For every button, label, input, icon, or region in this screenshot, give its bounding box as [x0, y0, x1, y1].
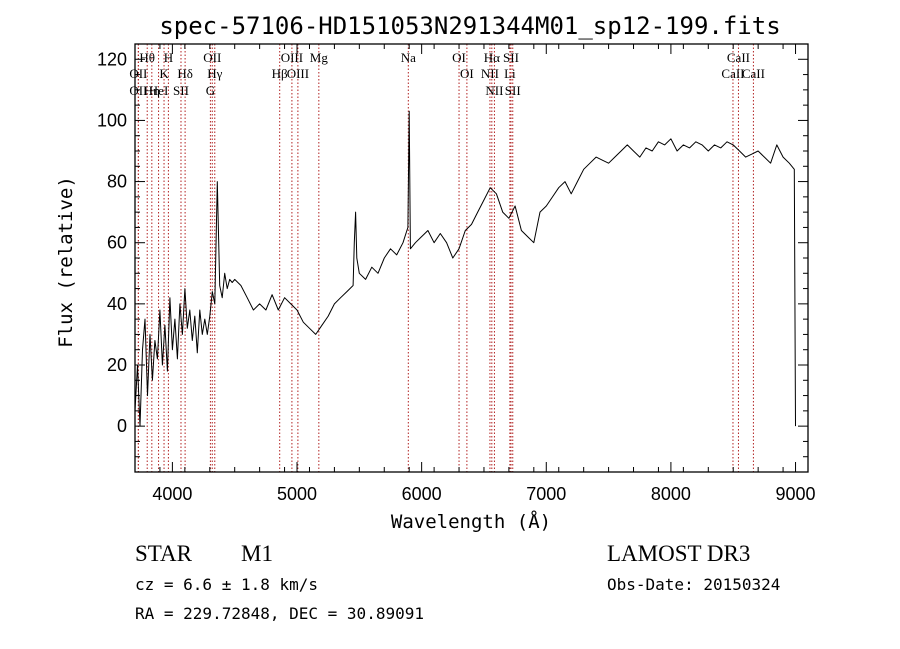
y-tick-label: 100 [97, 110, 127, 130]
line-label: CaII [721, 66, 744, 81]
y-tick-label: 40 [107, 294, 127, 314]
line-label: OI [452, 50, 466, 65]
line-label: HeI [149, 83, 169, 98]
line-label: NII [485, 83, 503, 98]
x-tick-label: 8000 [651, 484, 691, 504]
line-label: Hθ [139, 50, 155, 65]
line-label: OIII [281, 50, 303, 65]
line-label: Hα [484, 50, 500, 65]
velocity-readout: cz = 6.6 ± 1.8 km/s [135, 575, 318, 594]
line-label: OI [460, 66, 474, 81]
line-label: OII [129, 66, 147, 81]
line-label: Na [401, 50, 416, 65]
line-label: NII [481, 66, 499, 81]
spectrum-line [134, 110, 796, 427]
x-tick-label: 6000 [402, 484, 442, 504]
y-tick-label: 80 [107, 172, 127, 192]
x-axis: 4000 5000 6000 7000 8000 9000 [134, 44, 816, 504]
line-label: H [164, 50, 173, 65]
line-label: Hγ [207, 66, 222, 81]
x-tick-label: 9000 [776, 484, 816, 504]
line-label: OIII [287, 66, 309, 81]
line-label: OII [129, 83, 147, 98]
line-marker-group [137, 44, 754, 472]
line-label: Hδ [177, 66, 193, 81]
line-label: SII [505, 83, 521, 98]
y-axis-label: Flux (relative) [55, 176, 77, 348]
y-tick-label: 120 [97, 49, 127, 69]
x-axis-label: Wavelength (Å) [391, 510, 551, 533]
chart-title: spec-57106-HD151053N291344M01_sp12-199.f… [159, 12, 780, 40]
y-axis: 0 20 40 60 80 100 120 [97, 49, 808, 458]
observation-date: Obs-Date: 20150324 [607, 575, 780, 594]
line-label: Hη [144, 83, 160, 98]
line-label: Li [504, 66, 516, 81]
x-tick-label: 5000 [277, 484, 317, 504]
line-label: G [206, 83, 215, 98]
survey-name: LAMOST DR3 [607, 541, 750, 566]
y-tick-label: 60 [107, 233, 127, 253]
line-label: CaII [742, 66, 765, 81]
line-label: SII [173, 83, 189, 98]
line-label: Hβ [272, 66, 288, 81]
y-tick-label: 20 [107, 355, 127, 375]
coordinates-readout: RA = 229.72848, DEC = 30.89091 [135, 604, 424, 623]
line-label: CaII [727, 50, 750, 65]
series-group [134, 110, 796, 427]
line-label: K [159, 66, 169, 81]
line-label: SII [503, 50, 519, 65]
line-label: Mg [310, 50, 329, 65]
y-tick-label: 0 [117, 416, 127, 436]
x-tick-label: 7000 [526, 484, 566, 504]
object-subclass: M1 [241, 541, 273, 566]
line-label: OII [203, 50, 221, 65]
x-tick-label: 4000 [152, 484, 192, 504]
object-type: STAR [135, 541, 193, 566]
plot-frame [134, 43, 809, 473]
